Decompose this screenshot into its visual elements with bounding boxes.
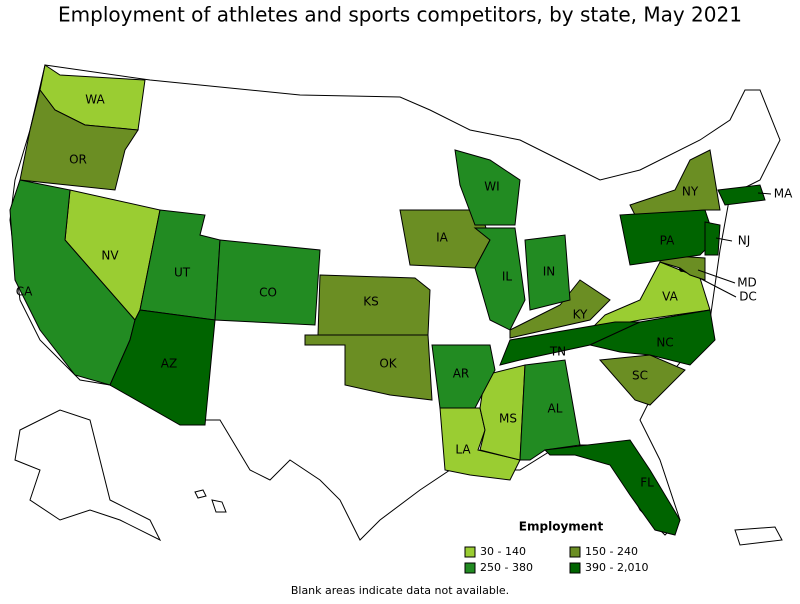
state-label: WA xyxy=(85,93,105,107)
state-label: FL xyxy=(640,476,654,490)
state-label: OK xyxy=(379,357,397,371)
state-label: NY xyxy=(682,185,699,199)
puerto-rico xyxy=(734,526,783,546)
state xyxy=(509,279,611,339)
state xyxy=(704,221,721,256)
state xyxy=(524,234,571,311)
state-label: OR xyxy=(69,153,87,167)
alaska xyxy=(14,409,162,542)
state xyxy=(454,149,521,226)
legend-swatch xyxy=(569,546,581,558)
state-label: LA xyxy=(455,443,471,457)
state-label: AR xyxy=(453,367,470,381)
state-label: UT xyxy=(174,266,191,280)
state-label: VA xyxy=(662,290,678,304)
hawaii xyxy=(194,489,207,499)
legend-title: Employment xyxy=(519,520,604,534)
legend-label: 390 - 2,010 xyxy=(585,561,648,574)
hawaii xyxy=(211,499,227,513)
state xyxy=(304,334,433,401)
state-label: NJ xyxy=(738,234,751,248)
leader-line xyxy=(757,192,772,195)
legend-label: 150 - 240 xyxy=(585,545,638,558)
state-label: KS xyxy=(363,295,379,309)
state-label: IA xyxy=(436,231,449,245)
state xyxy=(19,88,139,191)
state xyxy=(214,239,321,326)
state-label: MA xyxy=(774,187,793,201)
state-label: DC xyxy=(739,290,757,304)
state-label: CO xyxy=(259,286,277,300)
states: WA NV VA LA MS DC OR KS OK IA KY NY SC MD CA UT CO WI IL IN… xyxy=(9,64,793,536)
state-label: WI xyxy=(484,180,499,194)
legend-swatch xyxy=(464,562,476,574)
state xyxy=(717,184,766,206)
state xyxy=(473,227,526,331)
state xyxy=(543,439,681,536)
state-label: AL xyxy=(548,402,563,416)
state-label: MS xyxy=(499,412,517,426)
state xyxy=(431,344,496,409)
leader-line xyxy=(715,237,733,242)
state-label: AZ xyxy=(161,357,177,371)
state-label: NC xyxy=(656,336,673,350)
state-label: NV xyxy=(101,249,119,263)
state xyxy=(588,309,716,366)
legend: 30 - 140 150 - 240 250 - 380 390 - 2,010 xyxy=(464,545,648,574)
state xyxy=(317,274,431,336)
state xyxy=(109,309,216,426)
state-label: SC xyxy=(632,369,648,383)
state-label: IL xyxy=(502,270,513,284)
state-label: KY xyxy=(573,308,588,322)
state-label: CA xyxy=(16,285,33,299)
note: Blank areas indicate data not available. xyxy=(291,584,509,597)
legend-label: 30 - 140 xyxy=(480,545,526,558)
legend-swatch xyxy=(569,562,581,574)
map-title: Employment of athletes and sports compet… xyxy=(58,3,742,27)
state xyxy=(598,354,686,406)
leader-line xyxy=(697,269,736,284)
state-label: MD xyxy=(737,276,757,290)
state-label: IN xyxy=(543,265,556,279)
state-label: TN xyxy=(549,345,566,359)
state xyxy=(659,254,706,281)
legend-label: 250 - 380 xyxy=(480,561,533,574)
legend-swatch xyxy=(464,546,476,558)
state-label: PA xyxy=(660,234,675,248)
